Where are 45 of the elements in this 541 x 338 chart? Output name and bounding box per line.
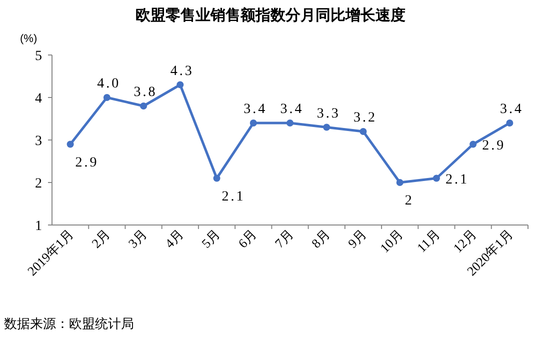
y-axis-title: (%) [20,33,38,45]
x-tick-label: 7月 [272,226,296,251]
point [470,140,477,148]
point [176,81,184,88]
data-label: 4.3 [170,64,194,79]
chart-title: 欧盟零售业销售额指数分月同比增长速度 [136,6,406,24]
data-label: 2.1 [445,172,469,188]
y-tick-label: 5 [35,49,42,64]
data-label: 3.4 [244,102,268,117]
point [66,140,74,148]
y-tick-label: 2 [35,176,42,192]
x-tick-label: 9月 [344,226,370,251]
point [396,179,404,186]
data-label: 4.0 [97,76,121,92]
x-tick-label: 6月 [235,226,260,251]
data-label: 3.2 [353,110,377,126]
point [323,124,330,131]
point [360,128,367,135]
data-label: 2.9 [482,138,506,154]
x-tick-label: 8月 [308,226,333,251]
data-label: 2.1 [222,189,246,204]
data-label: 2.9 [75,155,99,170]
data-label: 3.4 [280,102,304,117]
point [250,120,257,126]
point [286,120,294,126]
data-label: 3.8 [134,85,158,100]
data-label: 2 [404,194,414,208]
y-tick-label: 4 [35,92,42,106]
point [213,174,220,182]
x-tick-label: 4月 [162,226,186,251]
y-tick-label: 1 [35,219,42,234]
point [140,102,148,110]
point [506,120,514,126]
x-tick-label: 11月 [414,226,443,256]
y-tick-label: 3 [35,134,42,149]
data-label: 3.3 [316,106,340,122]
x-tick-label: 3月 [125,226,150,251]
point [103,94,110,101]
x-tick-label: 5月 [198,226,223,251]
point [432,174,440,182]
x-tick-label: 2月 [88,226,114,251]
x-tick-label: 10月 [376,226,406,256]
source-note: 数据来源：欧盟统计局 [4,316,134,331]
data-label: 3.4 [500,102,524,117]
x-tick-label: 12月 [450,226,480,256]
